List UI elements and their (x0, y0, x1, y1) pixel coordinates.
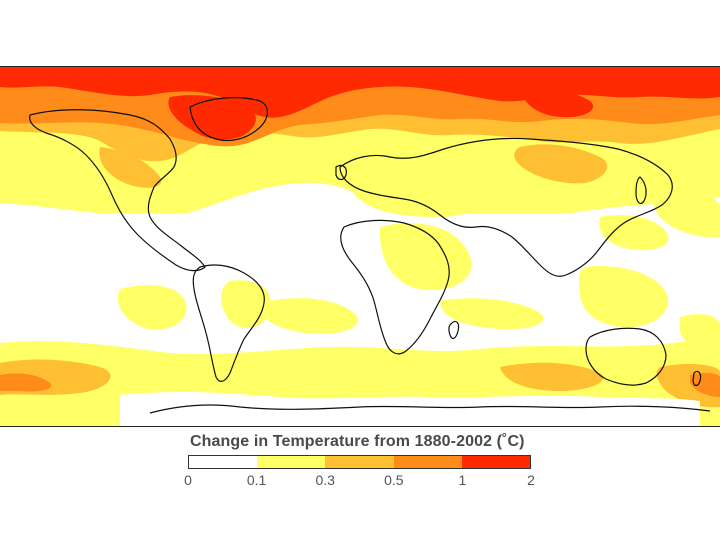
zone-south-dark-west (0, 373, 52, 392)
africa-coast (340, 219, 450, 355)
south-america-coast (192, 264, 265, 382)
coastlines (29, 97, 711, 414)
southern-zones (0, 337, 720, 426)
zone-south-orange-east (500, 362, 604, 391)
tick-label: 2 (527, 472, 535, 488)
swatch-bin-1 (257, 456, 326, 468)
warming-patches (0, 182, 720, 357)
tick-label: 1 (458, 472, 467, 488)
tick-label: 0.3 (315, 472, 335, 488)
greenland-coast (189, 97, 268, 142)
japan-coast (635, 176, 647, 205)
swatch-bin-4 (461, 456, 530, 468)
tick-label: 0 (184, 472, 192, 488)
australia-coast (585, 327, 667, 386)
north-america-coast (29, 109, 206, 272)
legend-title: Change in Temperature from 1880-2002 (˚C… (190, 433, 525, 450)
warming-zones (0, 67, 720, 213)
zone-canada-orange (99, 147, 162, 188)
swatch-bin-3 (393, 456, 462, 468)
swatch-bin-0 (189, 456, 258, 468)
zone-north-red (0, 67, 720, 118)
tick-label: 0.1 (246, 472, 267, 488)
antarctica-coast (149, 404, 711, 414)
color-scale-bar (188, 455, 531, 469)
new-zealand-coast (692, 370, 702, 387)
zone-siberia-red (520, 88, 594, 118)
tick-label: 0.5 (384, 472, 404, 488)
zone-asia-orange (514, 144, 608, 184)
temperature-change-map (0, 66, 720, 427)
zone-antarctic-white (120, 391, 700, 426)
swatch-bin-2 (325, 456, 394, 468)
madagascar-coast (448, 320, 460, 340)
uk-coast (335, 164, 347, 181)
eurasia-coast (339, 137, 673, 277)
scale-tick-labels: 0 0.1 0.3 0.5 1 2 (184, 472, 535, 490)
zone-south-dark-far-east (690, 372, 720, 397)
